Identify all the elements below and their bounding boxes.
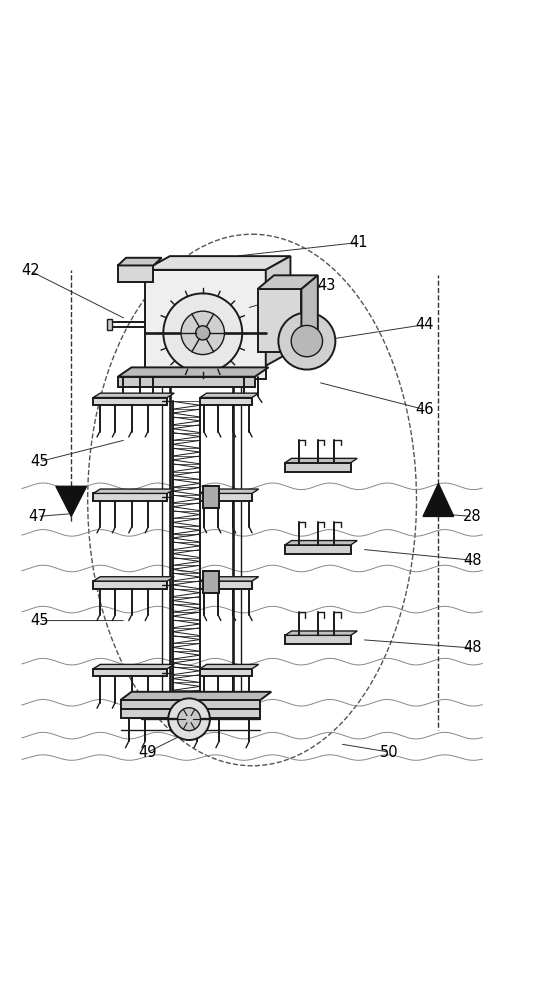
Bar [145, 270, 266, 379]
Circle shape [178, 708, 201, 731]
Circle shape [168, 698, 210, 740]
Text: 49: 49 [139, 745, 157, 760]
Bar [258, 289, 301, 352]
Circle shape [291, 325, 323, 357]
Text: 43: 43 [317, 278, 335, 293]
Bar [285, 463, 351, 472]
Bar [118, 265, 153, 282]
Text: 44: 44 [415, 317, 434, 332]
Text: 45: 45 [30, 454, 49, 469]
Polygon shape [93, 577, 174, 581]
Text: 48: 48 [463, 640, 482, 655]
Circle shape [163, 293, 242, 372]
Bar [93, 493, 167, 501]
Bar [118, 377, 255, 387]
Text: 45: 45 [30, 613, 49, 628]
Polygon shape [200, 664, 259, 669]
Bar [200, 493, 252, 501]
Polygon shape [285, 631, 357, 635]
Text: 48: 48 [463, 553, 482, 568]
Bar [93, 669, 167, 676]
Circle shape [278, 313, 335, 370]
Bar [203, 571, 219, 593]
Polygon shape [93, 489, 174, 493]
Polygon shape [266, 256, 290, 366]
Polygon shape [285, 458, 357, 463]
Polygon shape [423, 484, 454, 516]
Bar [107, 319, 112, 330]
Bar [121, 700, 260, 710]
Polygon shape [200, 393, 259, 398]
Text: 28: 28 [463, 509, 482, 524]
Polygon shape [200, 489, 259, 493]
Circle shape [181, 311, 225, 355]
Polygon shape [145, 256, 290, 270]
Bar [203, 486, 219, 508]
Circle shape [196, 326, 210, 340]
Polygon shape [200, 577, 259, 581]
Polygon shape [121, 692, 271, 700]
Bar [285, 635, 351, 644]
Polygon shape [301, 275, 318, 352]
Bar [93, 581, 167, 589]
Text: 50: 50 [380, 745, 398, 760]
Polygon shape [258, 275, 318, 289]
Polygon shape [118, 258, 162, 265]
Bar [200, 398, 252, 405]
Bar [200, 581, 252, 589]
Bar [93, 398, 167, 405]
Text: 47: 47 [28, 509, 47, 524]
Text: 46: 46 [415, 402, 434, 417]
Bar [285, 545, 351, 554]
Bar [121, 709, 260, 718]
Polygon shape [93, 393, 174, 398]
Text: 41: 41 [350, 235, 368, 250]
Text: 42: 42 [21, 263, 39, 278]
Bar [200, 669, 252, 676]
Polygon shape [56, 486, 87, 516]
Polygon shape [118, 367, 269, 377]
Polygon shape [285, 541, 357, 545]
Polygon shape [93, 664, 174, 669]
